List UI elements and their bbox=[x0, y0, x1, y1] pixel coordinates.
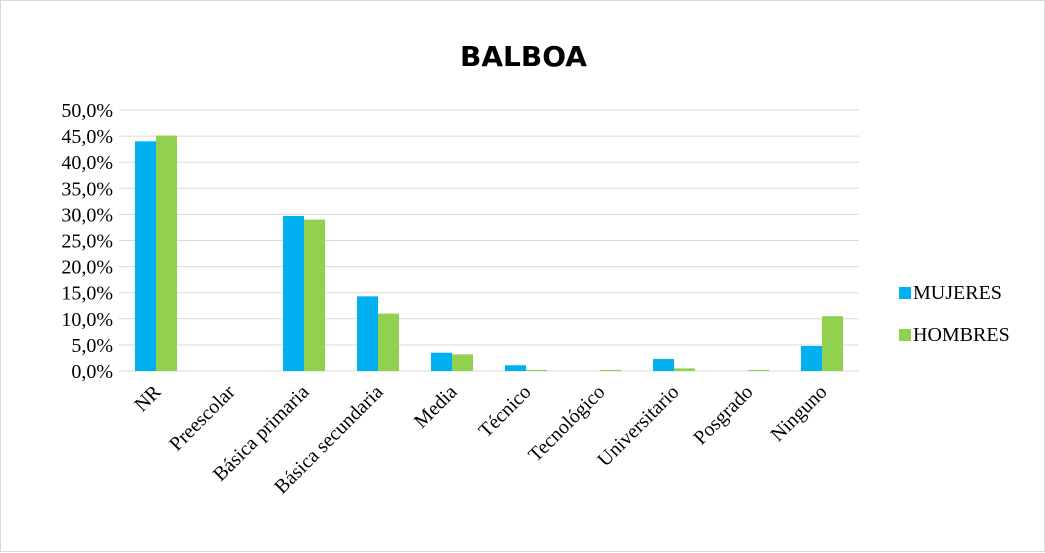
bar-mujeres-5 bbox=[505, 365, 526, 371]
y-tick-label: 50,0% bbox=[61, 100, 113, 122]
bar-mujeres-3 bbox=[357, 296, 378, 371]
legend-label-mujeres: MUJERES bbox=[913, 282, 1002, 304]
x-category-label: Posgrado bbox=[689, 381, 757, 449]
x-category-label: NR bbox=[130, 381, 166, 417]
x-category-label: Técnico bbox=[474, 381, 535, 442]
y-tick-label: 0,0% bbox=[71, 361, 113, 383]
legend-swatch-mujeres bbox=[899, 287, 911, 299]
y-tick-label: 5,0% bbox=[71, 335, 113, 357]
bar-hombres-6 bbox=[600, 369, 621, 371]
y-tick-label: 10,0% bbox=[61, 309, 113, 331]
bars bbox=[135, 135, 843, 371]
y-tick-label: 15,0% bbox=[61, 283, 113, 305]
y-axis-tick-labels: 0,0% 5,0% 10,0% 15,0% 20,0% 25,0% 30,0% 35,0% 40… bbox=[61, 100, 113, 383]
x-category-label: Ninguno bbox=[766, 381, 831, 446]
bar-hombres-8 bbox=[748, 369, 769, 371]
legend-label-hombres: HOMBRES bbox=[913, 324, 1010, 346]
bar-hombres-0 bbox=[156, 135, 177, 371]
legend-swatch-hombres bbox=[899, 329, 911, 341]
chart-title: BALBOA bbox=[460, 40, 587, 73]
legend: MUJERES HOMBRES bbox=[899, 282, 1010, 346]
bar-mujeres-4 bbox=[431, 352, 452, 371]
y-tick-label: 35,0% bbox=[61, 178, 113, 200]
bar-mujeres-2 bbox=[283, 215, 304, 371]
bar-hombres-2 bbox=[304, 219, 325, 371]
bar-mujeres-9 bbox=[801, 345, 822, 371]
bar-hombres-4 bbox=[452, 354, 473, 371]
y-tick-label: 20,0% bbox=[61, 257, 113, 279]
bar-hombres-7 bbox=[674, 368, 695, 371]
bar-hombres-9 bbox=[822, 316, 843, 371]
y-tick-label: 30,0% bbox=[61, 204, 113, 226]
y-tick-label: 25,0% bbox=[61, 231, 113, 253]
bar-hombres-5 bbox=[526, 369, 547, 371]
bar-mujeres-7 bbox=[653, 358, 674, 371]
gridlines bbox=[119, 109, 859, 372]
x-category-label: Preescolar bbox=[165, 381, 240, 456]
y-tick-label: 45,0% bbox=[61, 126, 113, 148]
bar-hombres-3 bbox=[378, 313, 399, 371]
bar-mujeres-0 bbox=[135, 141, 156, 371]
y-tick-label: 40,0% bbox=[61, 152, 113, 174]
x-category-label: Media bbox=[410, 381, 462, 433]
